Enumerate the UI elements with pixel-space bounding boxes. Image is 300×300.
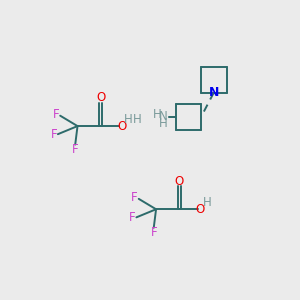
Text: H: H <box>124 113 133 126</box>
Text: F: F <box>129 211 136 224</box>
Text: N: N <box>208 86 219 99</box>
Text: O: O <box>196 203 205 216</box>
Text: F: F <box>50 128 57 141</box>
Text: O: O <box>175 175 184 188</box>
Text: F: F <box>53 108 59 121</box>
Text: H: H <box>159 117 167 130</box>
Text: O: O <box>117 120 127 133</box>
Text: H: H <box>202 196 211 209</box>
Text: H: H <box>152 108 161 121</box>
Text: F: F <box>131 191 138 204</box>
Text: H: H <box>133 113 142 126</box>
Text: F: F <box>72 143 79 156</box>
Text: N: N <box>159 110 167 123</box>
Text: O: O <box>96 92 105 104</box>
Text: F: F <box>150 226 157 239</box>
